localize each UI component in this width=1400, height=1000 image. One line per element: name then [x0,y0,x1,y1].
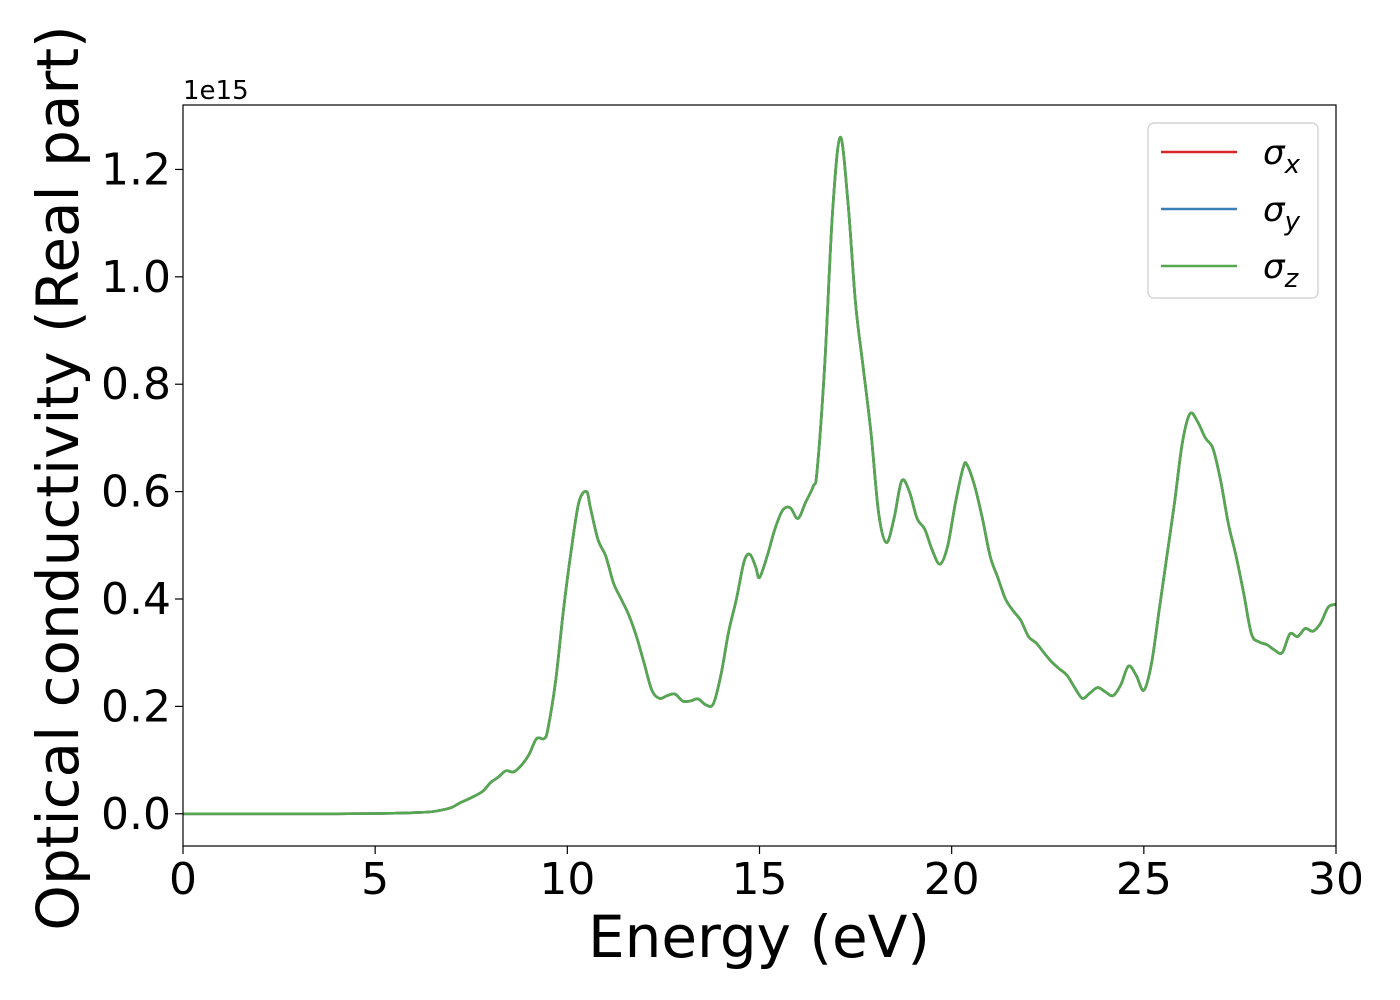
legend-label: σz [1263,247,1300,294]
plot-frame [182,104,1337,847]
x-tick-label: 10 [539,854,595,905]
x-tick-label: 30 [1308,854,1364,905]
y-tick-label: 0.6 [101,467,171,518]
plot-area [183,105,1336,846]
y-tick-label: 1.0 [101,252,171,303]
y-axis: 0.0 0.2 0.4 0.6 0.8 1.0 1.2 [101,144,183,840]
series-line-3 [183,135,1337,816]
y-axis-label: Optical conductivity (Real part) [24,25,92,930]
y-tick-label: 0.8 [101,359,171,410]
y-tick-label: 0.0 [101,789,171,840]
x-axis-label: Energy (eV) [588,903,930,971]
x-tick-label: 25 [1116,854,1172,905]
legend-label: σx [1263,133,1301,180]
series-lines [183,135,1337,816]
x-tick-label: 15 [732,854,788,905]
legend: σx σy σz [1147,122,1319,299]
x-tick-label: 20 [924,854,980,905]
x-tick-label: 5 [361,854,389,905]
x-axis: 0 5 10 15 20 25 30 [169,846,1364,905]
y-tick-label: 0.2 [101,681,171,732]
y-tick-label: 0.4 [101,574,171,625]
y-tick-label: 1.2 [101,144,171,195]
x-tick-label: 0 [169,854,197,905]
legend-label: σy [1263,190,1301,237]
y-offset-label: 1e15 [183,76,249,106]
legend-frame [1147,122,1319,299]
